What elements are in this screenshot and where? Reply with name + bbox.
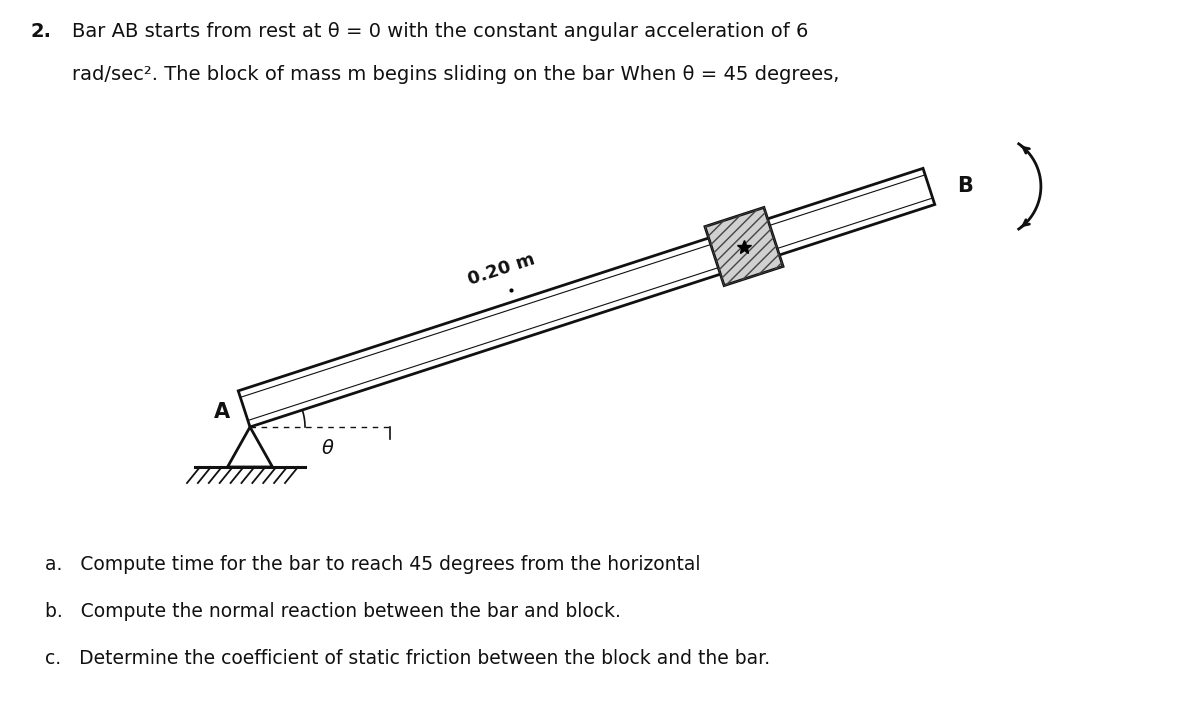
Text: a.   Compute time for the bar to reach 45 degrees from the horizontal: a. Compute time for the bar to reach 45 …	[46, 555, 701, 574]
Polygon shape	[228, 427, 272, 467]
Polygon shape	[239, 168, 935, 427]
Text: 2.: 2.	[30, 22, 50, 41]
Text: 0.20 m: 0.20 m	[466, 250, 538, 288]
Text: Bar AB starts from rest at θ = 0 with the constant angular acceleration of 6: Bar AB starts from rest at θ = 0 with th…	[72, 22, 809, 41]
Polygon shape	[704, 207, 784, 286]
Text: rad/sec². The block of mass m begins sliding on the bar When θ = 45 degrees,: rad/sec². The block of mass m begins sli…	[72, 65, 839, 84]
Text: B: B	[956, 177, 973, 197]
Text: b.   Compute the normal reaction between the bar and block.: b. Compute the normal reaction between t…	[46, 602, 620, 621]
Text: c.   Determine the coefficient of static friction between the block and the bar.: c. Determine the coefficient of static f…	[46, 649, 770, 668]
Text: θ: θ	[322, 439, 334, 458]
Text: A: A	[214, 402, 230, 422]
